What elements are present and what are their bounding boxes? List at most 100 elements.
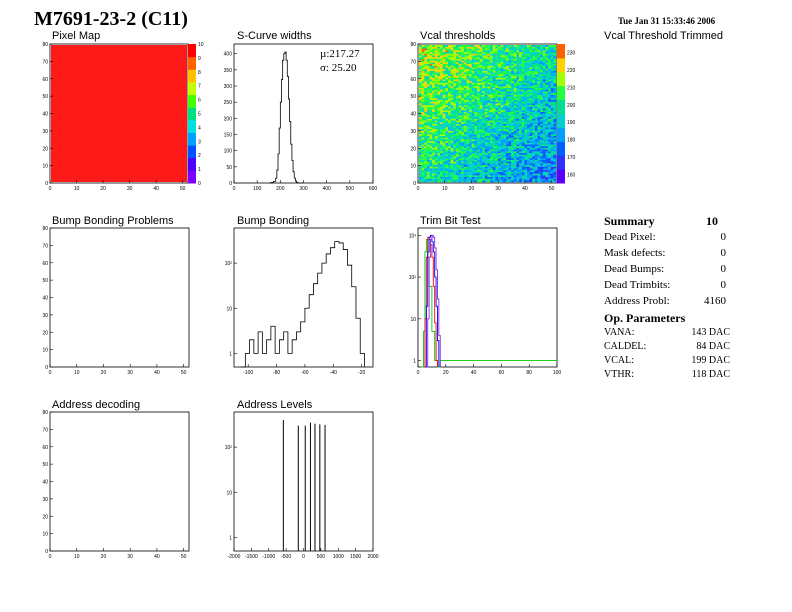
vcal-cell — [419, 163, 422, 166]
vcal-cell — [519, 166, 522, 169]
vcal-cell — [471, 106, 475, 109]
vcal-cell — [519, 80, 522, 83]
vcal-cell — [532, 132, 536, 135]
vcal-cell — [534, 65, 538, 68]
vcal-cell — [545, 178, 549, 181]
vcal-cell — [490, 125, 493, 128]
vcal-cell — [440, 65, 443, 68]
vcal-cell — [466, 103, 470, 106]
vcal-cell — [437, 74, 441, 77]
vcal-cell — [463, 94, 467, 97]
vcal-cell — [458, 120, 462, 123]
vcal-cell — [484, 80, 488, 83]
vcal-cell — [505, 175, 509, 178]
vcal-cell — [474, 99, 478, 102]
vcal-cell — [516, 111, 520, 114]
vcal-cell — [550, 68, 554, 71]
vcal-cell — [505, 77, 509, 80]
vcal-cell — [484, 46, 488, 49]
vcal-cell — [419, 45, 422, 47]
vcal-cell — [505, 82, 509, 85]
vcal-cell — [421, 149, 425, 152]
vcal-cell — [505, 146, 509, 148]
vcal-cell — [540, 111, 544, 114]
vcal-cell — [484, 128, 488, 131]
vcal-cell — [484, 149, 488, 152]
vcal-cell — [492, 53, 496, 56]
vcal-cell — [419, 51, 422, 54]
vcal-cell — [487, 92, 491, 95]
vcal-cell — [476, 140, 480, 143]
vcal-cell — [545, 147, 549, 150]
vcal-cell — [453, 127, 457, 130]
vcal-cell — [476, 134, 480, 136]
vcal-cell — [498, 135, 501, 138]
vcal-cell — [487, 46, 491, 49]
summary-value: 0 — [720, 263, 727, 275]
vcal-cell — [495, 123, 499, 126]
vcal-cell — [471, 108, 475, 111]
vcal-cell — [550, 151, 554, 154]
vcal-cell — [437, 89, 441, 92]
vcal-cell — [445, 176, 449, 179]
vcal-cell — [545, 51, 549, 54]
x-tick-label: 200 — [276, 186, 285, 192]
vcal-cell — [527, 137, 530, 140]
vcal-cell — [516, 103, 520, 106]
vcal-cell — [490, 152, 493, 155]
vcal-cell — [458, 163, 462, 166]
vcal-cell — [461, 53, 464, 56]
vcal-cell — [458, 89, 462, 92]
vcal-cell — [498, 113, 501, 116]
vcal-cell — [542, 178, 546, 181]
vcal-cell — [455, 46, 459, 49]
vcal-cell — [469, 159, 472, 162]
vcal-cell — [461, 152, 464, 155]
vcal-cell — [487, 137, 491, 140]
vcal-cell — [450, 84, 454, 87]
vcal-cell — [505, 111, 509, 114]
vcal-cell — [484, 140, 488, 143]
vcal-cell — [490, 48, 493, 51]
vcal-cell — [484, 50, 488, 53]
vcal-cell — [476, 166, 480, 169]
vcal-cell — [450, 146, 454, 148]
vcal-cell — [466, 161, 470, 164]
vcal-cell — [482, 139, 486, 142]
vcal-cell — [532, 156, 536, 159]
vcal-cell — [527, 50, 530, 53]
vcal-cell — [453, 91, 457, 94]
x-tick-label: 1000 — [333, 554, 344, 560]
vcal-cell — [498, 84, 501, 87]
vcal-cell — [513, 151, 517, 154]
vcal-cell — [487, 118, 491, 121]
vcal-cell — [426, 144, 430, 147]
vcal-cell — [532, 86, 536, 89]
vcal-cell — [479, 140, 483, 143]
vcal-cell — [484, 101, 488, 104]
vcal-cell — [537, 123, 541, 126]
vcal-cell — [490, 163, 493, 166]
vcal-cell — [550, 70, 554, 73]
vcal-cell — [532, 45, 536, 47]
vcal-cell — [508, 99, 512, 102]
vcal-cell — [484, 72, 488, 75]
vcal-cell — [455, 175, 459, 178]
vcal-cell — [453, 92, 457, 95]
vcal-cell — [492, 67, 496, 70]
vcal-cell — [453, 163, 457, 166]
vcal-cell — [450, 67, 454, 70]
vcal-cell — [519, 53, 522, 56]
vcal-cell — [550, 166, 554, 169]
vcal-cell — [532, 175, 536, 178]
vcal-cell — [442, 120, 446, 123]
vcal-cell — [437, 154, 441, 157]
vcal-cell — [466, 92, 470, 95]
vcal-cell — [516, 94, 520, 97]
vcal-cell — [453, 146, 457, 148]
vcal-cell — [521, 164, 525, 167]
vcal-cell — [545, 65, 549, 68]
vcal-cell — [505, 45, 509, 47]
vcal-cell — [469, 111, 472, 114]
vcal-cell — [521, 118, 525, 121]
